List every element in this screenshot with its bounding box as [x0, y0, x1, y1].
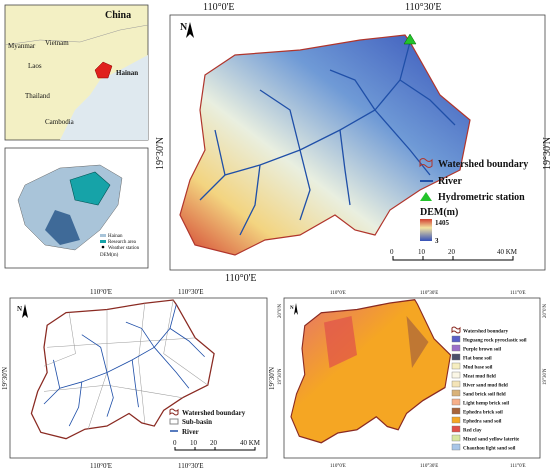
legend-swatch — [451, 371, 461, 379]
legend-swatch — [451, 416, 461, 424]
north-arrow: N — [180, 22, 188, 33]
lon-tick: 110°30'E — [178, 462, 204, 470]
legend-label: River — [182, 428, 199, 436]
legend-swatch — [451, 362, 461, 370]
lon-tick: 110°30'E — [178, 288, 204, 296]
legend-label: Research area — [108, 240, 137, 245]
label: Vietnam — [45, 39, 69, 47]
location-inset: China Myanmar Vietnam Laos Hainan Thaila… — [4, 4, 149, 141]
legend-swatch — [451, 443, 461, 451]
lon-tick: 111°0'E — [510, 291, 526, 296]
legend-swatch — [451, 398, 461, 406]
legend-label: Weather station — [108, 246, 140, 251]
legend-title: DEM(m) — [420, 207, 458, 218]
legend-label: 3 — [435, 237, 439, 245]
legend-label: River — [438, 176, 462, 187]
soil-map: 110°0'E 110°30'E 111°0'E 110°0'E 110°30'… — [278, 291, 548, 469]
lon-tick: 110°0'E — [203, 2, 235, 13]
label: Thailand — [25, 92, 50, 100]
legend-label: Watershed boundary — [463, 330, 509, 335]
legend-label: Purple brown soil — [463, 348, 502, 353]
scale-label: 40 KM — [497, 248, 518, 256]
lon-tick: 110°0'E — [90, 462, 112, 470]
legend-swatch — [451, 389, 461, 397]
label: Myanmar — [8, 42, 36, 50]
lat-tick: 19°30'N — [543, 368, 548, 385]
legend-label: Watershed boundary — [438, 159, 528, 170]
legend-swatch — [451, 425, 461, 433]
legend-label: Mixed sand yellow laterite — [463, 438, 520, 443]
legend-label: Light hemp brick soil — [463, 402, 510, 407]
legend-label: Hainan — [108, 234, 123, 239]
legend-label: Ephedra sand soil — [463, 420, 502, 425]
legend-swatch — [451, 353, 461, 361]
lat-tick: 20°0'N — [278, 304, 283, 318]
legend-label: DEM(m) — [100, 253, 119, 258]
legend-swatch — [451, 326, 461, 334]
label: Cambodia — [45, 118, 75, 126]
lat-tick: 19°30'N — [155, 137, 166, 170]
legend-label: Flat bone soil — [463, 357, 492, 362]
lon-tick: 111°0'E — [510, 464, 526, 469]
subbasin-map: 110°0'E 110°30'E 110°0'E 110°30'E 19°30'… — [1, 288, 276, 470]
scale-label: 0 — [390, 248, 394, 256]
legend-label: Ephedra brick soil — [463, 411, 503, 416]
north-arrow: N — [290, 306, 294, 311]
lon-tick: 110°30'E — [405, 2, 442, 13]
hainan-inset: Hainan Research area Weather station DEM… — [4, 147, 149, 269]
lon-tick: 110°0'E — [90, 288, 112, 296]
scale-label: 20 — [210, 439, 218, 447]
label: China — [105, 10, 131, 21]
legend-swatch — [451, 380, 461, 388]
scale-label: 10 — [418, 248, 426, 256]
lat-tick: 20°0'N — [543, 304, 548, 318]
lon-tick: 110°30'E — [420, 291, 438, 296]
legend-label: Chaozhou light sand soil — [463, 447, 516, 452]
lon-tick: 110°0'E — [330, 464, 346, 469]
legend-label: 1405 — [435, 219, 450, 227]
lon-tick: 110°30'E — [420, 464, 438, 469]
lat-tick: 19°30'N — [268, 367, 276, 390]
scale-label: 10 — [190, 439, 198, 447]
lat-tick: 19°30'N — [1, 367, 9, 390]
legend-label: Red clay — [463, 429, 482, 434]
north-arrow: N — [17, 305, 22, 313]
lon-tick: 110°0'E — [225, 273, 257, 284]
label: Laos — [28, 62, 42, 70]
legend-swatch — [451, 434, 461, 442]
legend-label: Watershed boundary — [182, 409, 246, 417]
legend-label: Sub-basin — [182, 418, 212, 426]
legend-label: River sand mud field — [463, 384, 508, 389]
label: Hainan — [116, 69, 138, 77]
legend-swatch — [451, 344, 461, 352]
scale-label: 0 — [173, 439, 177, 447]
legend-label: Hydrometric station — [438, 192, 525, 203]
legend-label: Mud base soil — [463, 366, 493, 371]
legend-swatch — [451, 335, 461, 343]
lat-tick: 19°30'N — [278, 368, 283, 385]
legend-label: Sand brick soil field — [463, 393, 506, 398]
lat-tick: 19°30'N — [542, 137, 550, 170]
dem-map: 110°0'E 110°30'E 110°0'E 19°30'N 19°30'N… — [155, 2, 550, 284]
scale-label: 40 KM — [240, 439, 261, 447]
legend-label: Meat mud field — [463, 375, 496, 380]
legend-label: Huguang rock pyroclastic soil — [463, 339, 527, 344]
scale-label: 20 — [448, 248, 456, 256]
lon-tick: 110°0'E — [330, 291, 346, 296]
legend-swatch — [451, 407, 461, 415]
